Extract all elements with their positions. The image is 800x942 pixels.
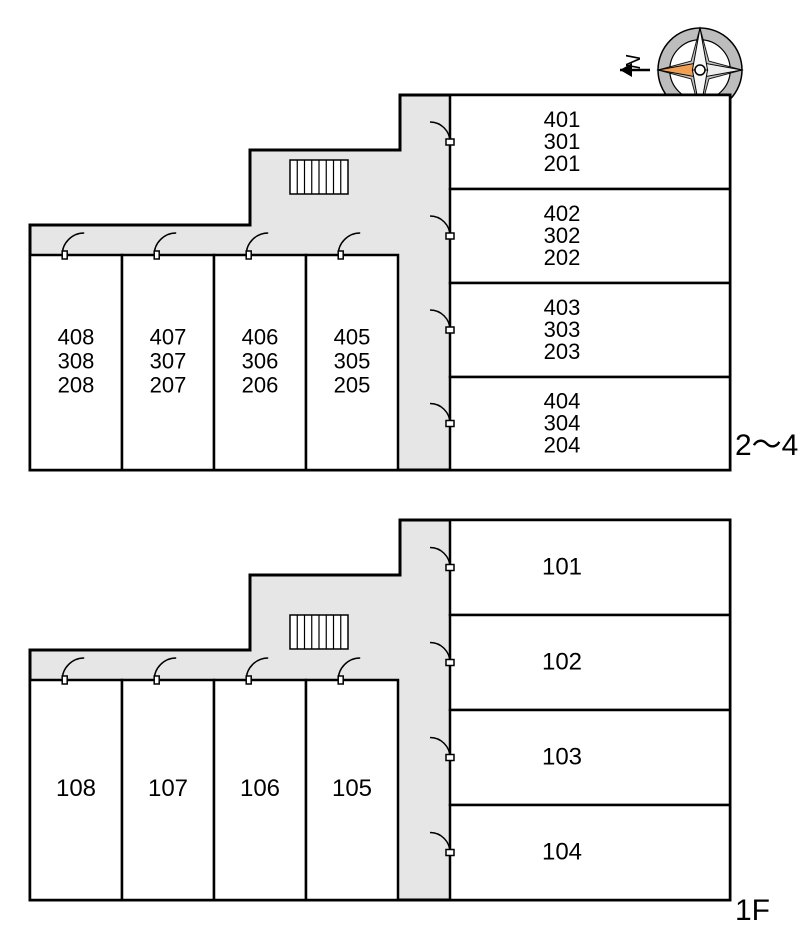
floor-label: 2〜4F (735, 429, 800, 462)
unit-label: 205 (334, 373, 371, 398)
room: 105 (306, 658, 398, 900)
unit-label: 105 (332, 775, 372, 802)
room: 403303203 (430, 283, 730, 377)
unit-label: 107 (148, 775, 188, 802)
room: 408308208 (30, 233, 122, 470)
unit-label: 408 (58, 325, 95, 350)
unit-label: 203 (544, 339, 581, 364)
unit-label: 308 (58, 349, 95, 374)
room: 401301201 (430, 95, 730, 189)
stairs-icon (290, 615, 348, 649)
room: 103 (430, 710, 730, 805)
unit-label: 204 (544, 433, 581, 458)
room: 402302202 (430, 189, 730, 283)
unit-label: 202 (544, 245, 581, 270)
room: 108 (30, 658, 122, 900)
svg-text:N: N (623, 54, 645, 69)
stairs-icon (290, 160, 348, 194)
unit-label: 406 (242, 325, 279, 350)
unit-label: 405 (334, 325, 371, 350)
unit-label: 207 (150, 373, 187, 398)
unit-label: 206 (242, 373, 279, 398)
unit-label: 102 (542, 649, 582, 676)
unit-label: 306 (242, 349, 279, 374)
unit-label: 103 (542, 744, 582, 771)
room: 104 (430, 805, 730, 900)
unit-label: 201 (544, 151, 581, 176)
unit-label: 208 (58, 373, 95, 398)
unit-label: 108 (56, 775, 96, 802)
unit-label: 305 (334, 349, 371, 374)
unit-label: 307 (150, 349, 187, 374)
room: 406306206 (214, 233, 306, 470)
room: 106 (214, 658, 306, 900)
floor-label: 1F (735, 894, 770, 927)
room: 107 (122, 658, 214, 900)
room: 101 (430, 520, 730, 615)
room: 407307207 (122, 233, 214, 470)
floor-plan-svg: N408308208407307207406306206405305205401… (0, 0, 800, 942)
unit-label: 407 (150, 325, 187, 350)
room: 404304204 (430, 377, 730, 470)
room: 102 (430, 615, 730, 710)
room: 405305205 (306, 233, 398, 470)
unit-label: 101 (542, 554, 582, 581)
unit-label: 106 (240, 775, 280, 802)
unit-label: 104 (542, 839, 582, 866)
